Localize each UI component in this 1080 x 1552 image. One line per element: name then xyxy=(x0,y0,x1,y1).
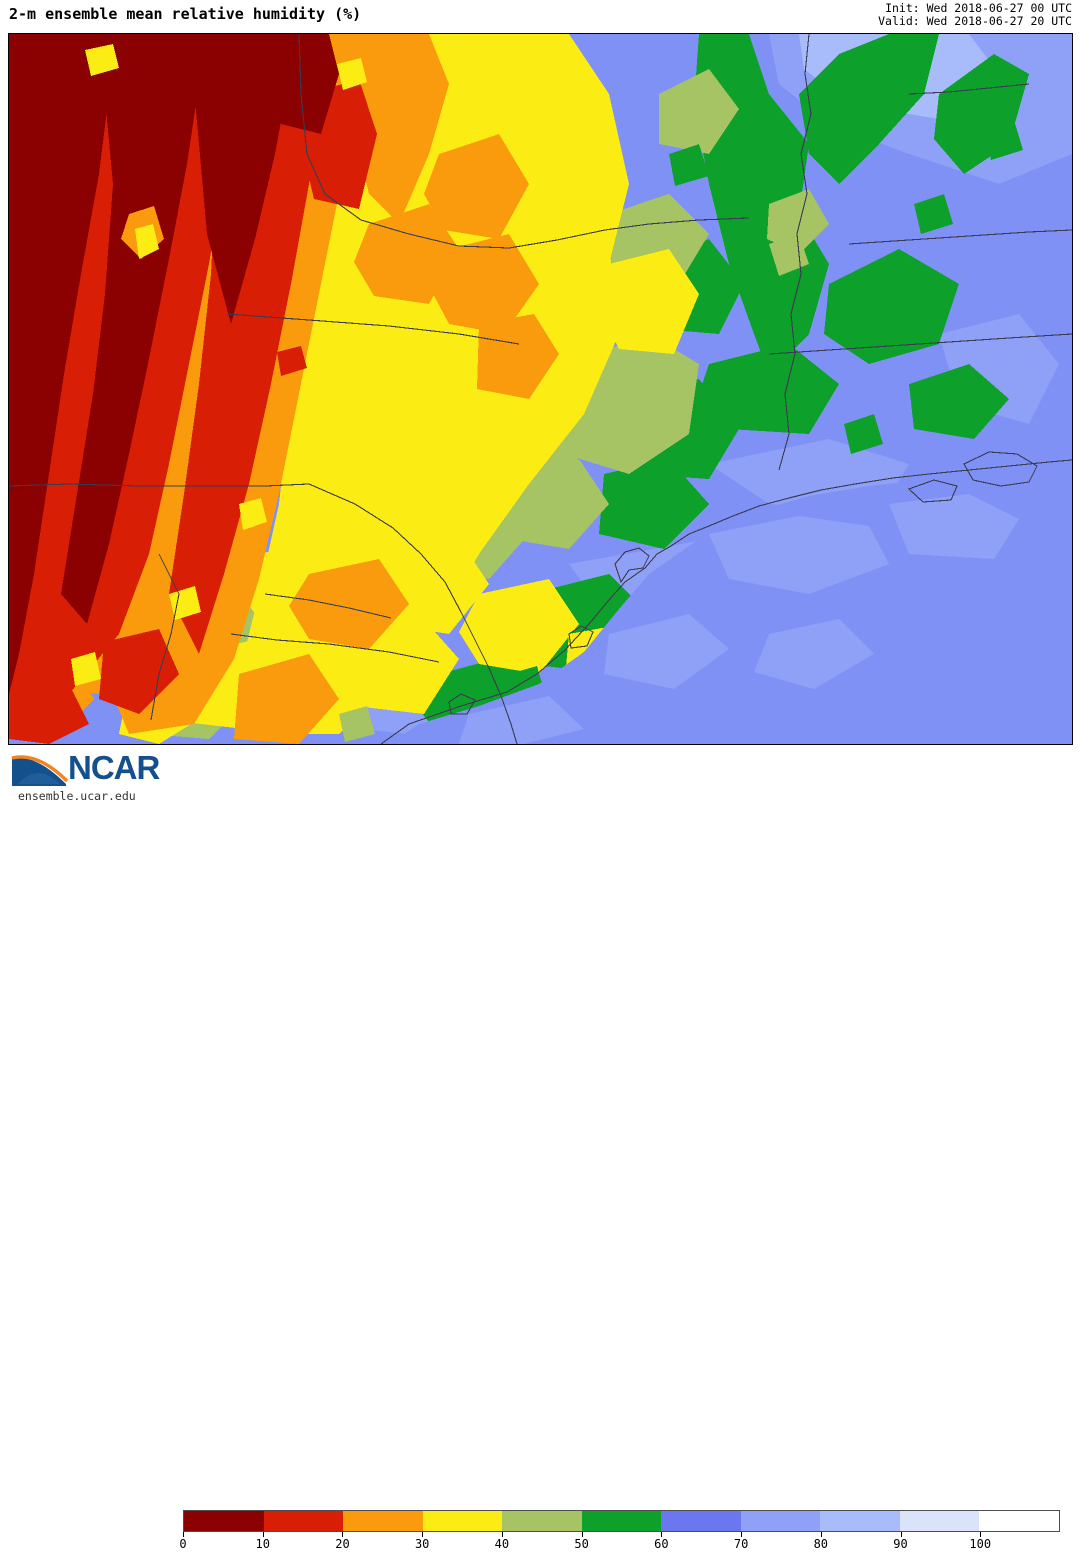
footer-bar: NCAR ensemble.ucar.edu 0 10 20 30 40 50 60 70 80… xyxy=(0,746,1080,1551)
colorbar-tick-axis: 0 10 20 30 40 50 60 70 80 90 100 xyxy=(179,1532,1060,1552)
relative-humidity-contour-field xyxy=(9,34,1072,744)
colorbar-tick-label: 40 xyxy=(494,1537,510,1551)
colorbar-tick-label: 10 xyxy=(255,1537,270,1551)
colorbar-tick-label: 0 xyxy=(179,1537,187,1551)
colorbar-tick-label: 30 xyxy=(414,1537,430,1551)
valid-time-label: Valid: Wed 2018-06-27 20 UTC xyxy=(878,14,1072,28)
colorbar-tick-label: 20 xyxy=(335,1537,350,1551)
init-time-label: Init: Wed 2018-06-27 00 UTC xyxy=(885,1,1072,15)
header-bar: 2-m ensemble mean relative humidity (%) … xyxy=(0,0,1080,33)
ncar-logo-mark xyxy=(11,755,68,786)
colorbar-tick-label: 70 xyxy=(733,1537,749,1551)
colorbar-band-40-50 xyxy=(502,1511,582,1531)
colorbar-band-100-110 xyxy=(979,1511,1060,1531)
ncar-logo[interactable]: NCAR ensemble.ucar.edu xyxy=(6,748,178,806)
ncar-wordmark: NCAR xyxy=(68,749,160,786)
colorbar-band-70-80 xyxy=(740,1511,821,1531)
colorbar-band-10-20 xyxy=(263,1511,344,1531)
ncar-url-label[interactable]: ensemble.ucar.edu xyxy=(18,789,136,803)
colorbar-tick-label: 80 xyxy=(813,1537,829,1551)
colorbar-band-30-40 xyxy=(422,1511,503,1531)
colorbar-band-90-100 xyxy=(899,1511,980,1531)
colorbar-tick-label: 90 xyxy=(893,1537,908,1551)
colorbar-band-80-90 xyxy=(820,1511,900,1531)
colorbar-tick-label: 100 xyxy=(969,1537,992,1551)
colorbar[interactable]: 0 10 20 30 40 50 60 70 80 90 100 xyxy=(179,1510,1060,1552)
colorbar-gradient xyxy=(183,1510,1060,1532)
page-title: 2-m ensemble mean relative humidity (%) xyxy=(9,5,362,23)
colorbar-tick-label: 50 xyxy=(574,1537,589,1551)
colorbar-band-50-60 xyxy=(581,1511,662,1531)
colorbar-band-20-30 xyxy=(343,1511,423,1531)
colorbar-band-0-10 xyxy=(184,1511,264,1531)
forecast-timestamp-block: Init: Wed 2018-06-27 00 UTC Valid: Wed 2… xyxy=(878,2,1072,28)
colorbar-tick-label: 60 xyxy=(654,1537,669,1551)
map-canvas xyxy=(8,33,1073,745)
colorbar-band-60-70 xyxy=(661,1511,741,1531)
